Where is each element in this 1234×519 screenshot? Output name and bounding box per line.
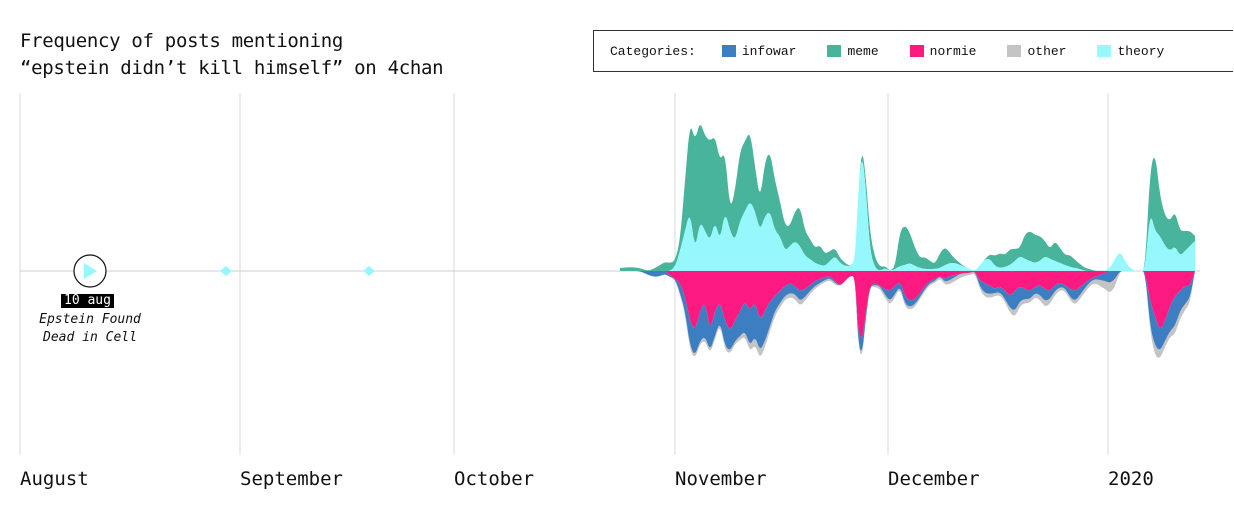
stream-layer-infowar[interactable] [620,271,1195,353]
stream-layer-meme[interactable] [620,125,1195,272]
event-marker[interactable] [363,266,375,276]
x-label-august: August [20,468,89,490]
legend-item-infowar[interactable]: infowar [721,43,797,59]
chart-title-line2: “epstein didn’t kill himself” on 4chan [20,57,444,79]
event-date-tag: 10 aug [61,294,114,308]
legend-text: normie [929,43,977,59]
legend-swatch-normie [909,45,924,57]
legend-text: infowar [741,43,797,59]
play-icon [84,263,97,279]
legend-item-theory[interactable]: theory [1097,44,1164,59]
x-label-september: September [240,468,343,490]
event-marker[interactable] [220,266,232,276]
legend-swatch-other [1007,45,1022,57]
stream-layer-theory[interactable] [620,161,1195,271]
legend-item-normie[interactable]: normie [909,43,977,59]
x-label-2020: 2020 [1108,468,1154,490]
legend-swatch-theory [1097,45,1112,57]
legend-text: meme [847,43,879,59]
x-label-october: October [454,468,535,490]
event-description: Epstein Found Dead in Cell [30,311,150,347]
chart-title: Frequency of posts mentioning “epstein d… [20,28,444,82]
event-line1: Epstein Found [39,312,141,327]
legend-text: theory [1117,43,1165,59]
x-label-december: December [888,468,980,490]
legend-item-meme[interactable]: meme [827,43,879,59]
legend-swatch-infowar [721,45,736,57]
legend-item-other[interactable]: other [1007,44,1066,59]
legend-text: other [1027,43,1067,59]
legend-swatch-meme [827,45,842,57]
x-label-november: November [675,468,767,490]
stream-layer-normie[interactable] [620,271,1195,338]
chart-title-line1: Frequency of posts mentioning [20,30,344,52]
event-line2: Dead in Cell [43,330,137,345]
stream-layers [620,125,1195,358]
legend: Categories: infowar meme normie other th… [593,30,1233,72]
play-button[interactable] [73,254,107,288]
legend-label: Categories: [610,43,696,59]
